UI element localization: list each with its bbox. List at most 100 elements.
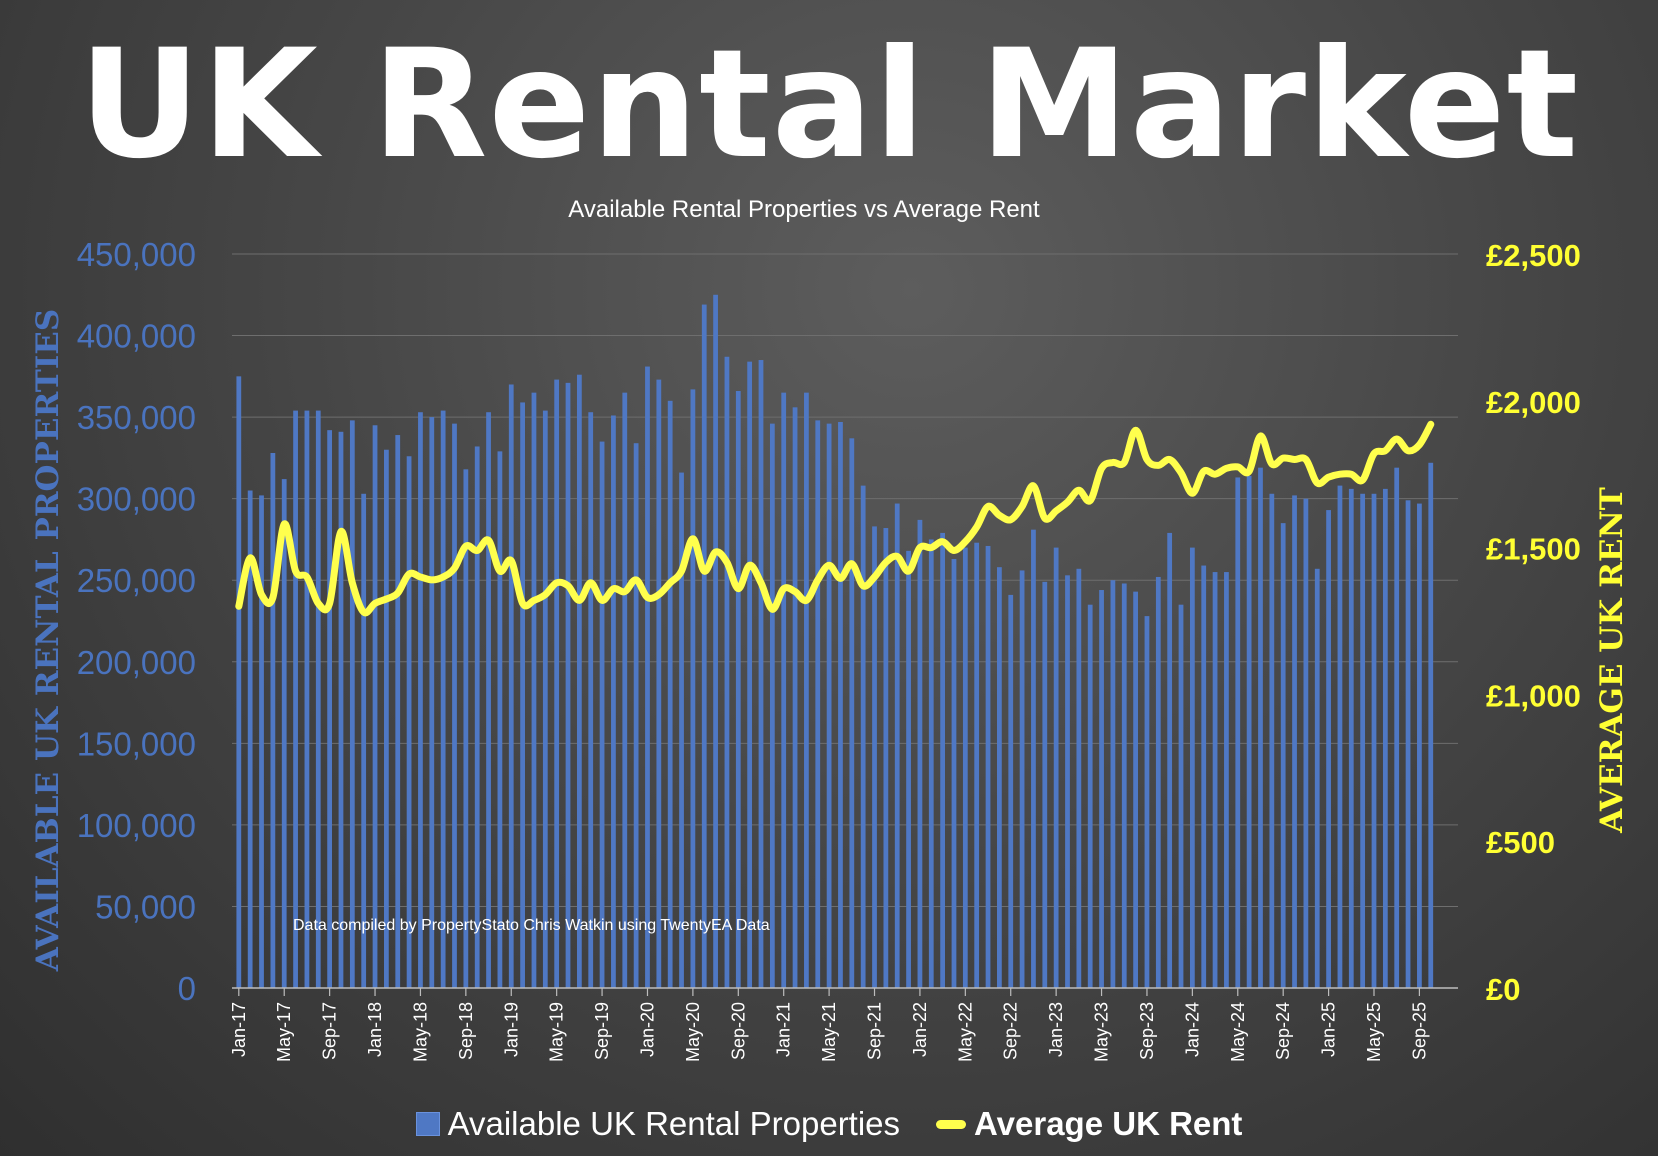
x-axis-tick-label: Jan-19 — [501, 1002, 521, 1057]
left-axis-tick-label: 450,000 — [77, 236, 196, 273]
bar — [894, 503, 900, 988]
bar — [531, 392, 537, 989]
bar — [1314, 568, 1320, 988]
bar — [304, 410, 310, 988]
left-axis-tick-label: 300,000 — [77, 481, 196, 518]
bar — [588, 412, 594, 988]
x-axis-tick-label: May-23 — [1092, 1002, 1112, 1062]
left-axis-title: AVAILABLE UK RENTAL PROPERTIES — [30, 309, 66, 973]
bar — [1337, 485, 1343, 988]
bar — [599, 441, 605, 989]
x-axis-tick-label: May-22 — [955, 1002, 975, 1062]
bar — [259, 495, 264, 988]
bar — [690, 389, 696, 989]
bar — [1212, 572, 1218, 988]
bar — [1189, 547, 1195, 988]
bar — [418, 412, 423, 988]
bar — [1008, 594, 1014, 988]
bar — [838, 422, 843, 988]
x-axis-tick-label: Sep-23 — [1137, 1002, 1157, 1060]
bar — [849, 438, 855, 988]
bar — [1042, 581, 1048, 988]
x-axis-tick-label: Jan-17 — [229, 1002, 249, 1057]
right-axis-tick-label: £1,500 — [1486, 532, 1581, 567]
bar — [679, 472, 684, 989]
x-axis-tick-label: Jan-23 — [1046, 1002, 1066, 1057]
bar — [1019, 570, 1025, 988]
bar — [1031, 529, 1036, 988]
bar — [349, 420, 355, 989]
bar — [792, 407, 798, 988]
bar — [565, 382, 571, 988]
bar — [395, 435, 401, 988]
x-axis-tick-label: May-25 — [1364, 1002, 1384, 1062]
bar — [1258, 467, 1263, 989]
x-axis-tick-label: Sep-22 — [1001, 1002, 1021, 1060]
bar — [1405, 500, 1411, 988]
legend-item-line[interactable]: Average UK Rent — [936, 1105, 1242, 1143]
bar — [724, 356, 730, 988]
bar — [940, 532, 946, 988]
bar — [713, 294, 718, 988]
bar — [1224, 572, 1229, 988]
x-axis-tick-label: May-21 — [819, 1002, 839, 1062]
left-axis-tick-label: 400,000 — [77, 318, 196, 355]
legend-line-label: Average UK Rent — [974, 1105, 1243, 1142]
x-axis-tick-label: Sep-18 — [456, 1002, 476, 1060]
bar — [1326, 510, 1331, 988]
bar — [1360, 493, 1366, 988]
bar — [236, 376, 242, 988]
axes: 0 50,000 100,000 150,000 200,000 250,000 300,0… — [77, 236, 1581, 1062]
bar — [1201, 565, 1207, 988]
bar — [1144, 616, 1150, 988]
x-axis-tick-label: Sep-20 — [728, 1002, 748, 1060]
x-axis-tick-label: Jan-22 — [910, 1002, 930, 1057]
bar — [1121, 583, 1127, 988]
bar — [985, 545, 991, 988]
bar — [270, 452, 276, 988]
left-axis-tick-label: 350,000 — [77, 399, 196, 436]
bar — [1371, 493, 1377, 988]
bar — [872, 526, 877, 988]
bar — [1110, 580, 1116, 988]
bar — [327, 430, 333, 988]
bar — [860, 485, 866, 988]
x-axis-tick-label: Sep-25 — [1409, 1002, 1429, 1060]
bar — [1167, 532, 1173, 988]
bar — [463, 469, 469, 989]
x-axis-tick-label: Jan-18 — [365, 1002, 385, 1057]
right-axis-tick-label: £500 — [1486, 825, 1555, 860]
bar — [508, 384, 514, 988]
bar — [1087, 604, 1093, 988]
bar — [758, 360, 764, 988]
x-axis-tick-label: Jan-24 — [1182, 1002, 1202, 1057]
bar — [406, 456, 412, 988]
data-source-note: Data compiled by PropertyStato Chris Wat… — [293, 917, 770, 934]
legend-item-bars[interactable]: Available UK Rental Properties — [415, 1105, 900, 1143]
bar — [747, 361, 753, 988]
bar — [452, 423, 457, 988]
bar — [1348, 488, 1354, 988]
bar — [962, 547, 968, 988]
bar — [883, 528, 889, 988]
bar — [1292, 495, 1297, 988]
x-axis-tick-label: Jan-21 — [774, 1002, 794, 1057]
bar — [1178, 604, 1184, 988]
chart-subtitle: Available Rental Properties vs Average R… — [568, 196, 1040, 223]
bar — [520, 402, 525, 988]
bar — [1417, 503, 1422, 988]
bar — [1155, 576, 1161, 988]
bar — [315, 410, 321, 988]
bar — [656, 379, 662, 988]
bar — [384, 449, 389, 988]
left-axis-tick-label: 100,000 — [77, 807, 196, 844]
x-axis-tick-label: May-19 — [547, 1002, 567, 1062]
bar — [769, 423, 775, 988]
bar — [906, 550, 911, 988]
bar — [474, 446, 480, 989]
bar — [735, 391, 741, 989]
chart-legend: Available UK Rental Properties Average U… — [0, 1105, 1658, 1143]
bar — [974, 542, 980, 988]
bar — [497, 451, 503, 988]
